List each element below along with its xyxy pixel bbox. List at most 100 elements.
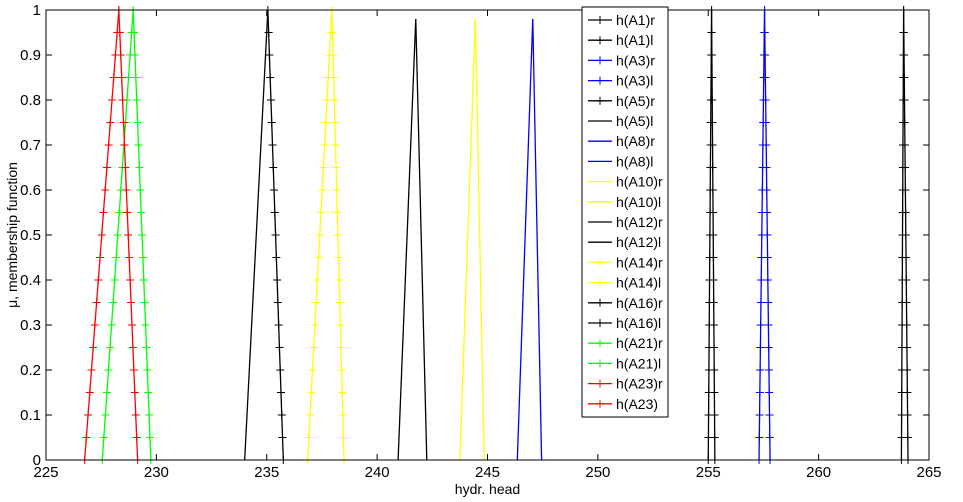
data-point bbox=[339, 433, 348, 442]
data-point bbox=[276, 388, 285, 397]
legend-label: h(A23) bbox=[616, 396, 658, 412]
y-tick-label: 0.6 bbox=[20, 182, 41, 199]
series-line bbox=[474, 18, 485, 461]
data-point bbox=[898, 276, 907, 284]
data-point bbox=[141, 321, 150, 329]
data-point bbox=[332, 163, 341, 172]
data-point bbox=[706, 208, 715, 217]
data-point bbox=[326, 28, 335, 37]
data-point bbox=[128, 343, 137, 352]
data-point bbox=[134, 141, 143, 149]
data-point bbox=[126, 51, 135, 59]
legend-entry: h(A16)r bbox=[588, 295, 663, 311]
series-h(A23) bbox=[80, 6, 123, 464]
data-point bbox=[142, 343, 151, 352]
data-point bbox=[272, 253, 281, 262]
y-tick-label: 0.3 bbox=[20, 317, 41, 334]
legend-entry: h(A14)l bbox=[588, 275, 661, 291]
data-point bbox=[758, 141, 767, 149]
legend-marker bbox=[596, 258, 604, 267]
data-point bbox=[102, 163, 111, 172]
data-point bbox=[312, 298, 321, 307]
data-point bbox=[898, 298, 907, 307]
data-point bbox=[97, 231, 106, 239]
legend-marker bbox=[596, 339, 604, 348]
data-point bbox=[125, 253, 134, 262]
data-point bbox=[756, 343, 765, 352]
data-point bbox=[121, 163, 130, 172]
legend-entry: h(A10)l bbox=[588, 194, 661, 210]
data-point bbox=[273, 298, 282, 307]
x-tick-label: 265 bbox=[916, 464, 941, 481]
series-h(A12)l bbox=[397, 18, 417, 461]
series-h(A10)l bbox=[459, 18, 477, 461]
data-point bbox=[330, 118, 339, 127]
data-point bbox=[898, 253, 907, 262]
data-point bbox=[113, 231, 122, 239]
legend-marker bbox=[596, 76, 604, 85]
data-point bbox=[331, 141, 340, 149]
legend-label: h(A16)r bbox=[616, 295, 663, 311]
legend-marker bbox=[596, 399, 604, 408]
legend-label: h(A12)r bbox=[616, 214, 663, 230]
data-point bbox=[273, 276, 282, 284]
data-point bbox=[131, 73, 140, 82]
data-point bbox=[102, 388, 111, 397]
data-point bbox=[330, 96, 339, 104]
series-h(A10)r bbox=[474, 18, 485, 461]
series-group bbox=[80, 6, 913, 464]
data-point bbox=[132, 96, 141, 104]
data-point bbox=[897, 366, 906, 374]
data-point bbox=[898, 186, 907, 194]
legend-label: h(A16)l bbox=[616, 315, 661, 331]
data-point bbox=[316, 208, 325, 217]
legend-entry: h(A5)r bbox=[588, 93, 655, 109]
data-point bbox=[306, 411, 315, 419]
data-point bbox=[760, 28, 769, 37]
data-point bbox=[758, 208, 767, 217]
data-point bbox=[104, 141, 113, 149]
legend-marker bbox=[596, 278, 604, 287]
data-point bbox=[108, 96, 117, 104]
data-point bbox=[107, 321, 116, 329]
legend: h(A1)r h(A1)l h(A3)r h(A3)l h(A5)r h(A5)l h(A8… bbox=[581, 6, 669, 418]
data-point bbox=[334, 253, 343, 262]
data-point bbox=[898, 163, 907, 172]
data-point bbox=[307, 388, 316, 397]
data-point bbox=[755, 433, 764, 442]
data-point bbox=[705, 231, 714, 239]
data-point bbox=[758, 186, 767, 194]
data-point bbox=[704, 411, 713, 419]
data-point bbox=[705, 253, 714, 262]
legend-label: h(A10)l bbox=[616, 194, 661, 210]
series-line bbox=[415, 18, 428, 461]
data-point bbox=[276, 366, 285, 374]
legend-entry: h(A1)l bbox=[588, 32, 653, 48]
data-point bbox=[706, 163, 715, 172]
data-point bbox=[117, 73, 126, 82]
data-point bbox=[705, 343, 714, 352]
data-point bbox=[94, 276, 103, 284]
series-h(A8)l bbox=[516, 18, 534, 461]
series-line bbox=[532, 18, 543, 461]
data-point bbox=[127, 321, 136, 329]
data-point bbox=[335, 276, 344, 284]
series-h(A14)r bbox=[327, 6, 349, 464]
data-point bbox=[92, 298, 101, 307]
data-point bbox=[764, 321, 773, 329]
x-tick-label: 245 bbox=[475, 464, 500, 481]
data-point bbox=[338, 388, 347, 397]
data-point bbox=[759, 73, 768, 82]
x-tick-label: 240 bbox=[365, 464, 390, 481]
legend-entry: h(A8)r bbox=[588, 133, 655, 149]
x-tick-label: 230 bbox=[144, 464, 169, 481]
series-h(A23)r bbox=[114, 6, 142, 464]
legend-label: h(A21)l bbox=[616, 355, 661, 371]
data-point bbox=[325, 51, 334, 59]
legend-entry: h(A16)l bbox=[588, 315, 661, 331]
data-point bbox=[899, 118, 908, 127]
data-point bbox=[129, 366, 138, 374]
legend-entry: h(A5)l bbox=[588, 113, 653, 129]
data-point bbox=[764, 298, 773, 307]
